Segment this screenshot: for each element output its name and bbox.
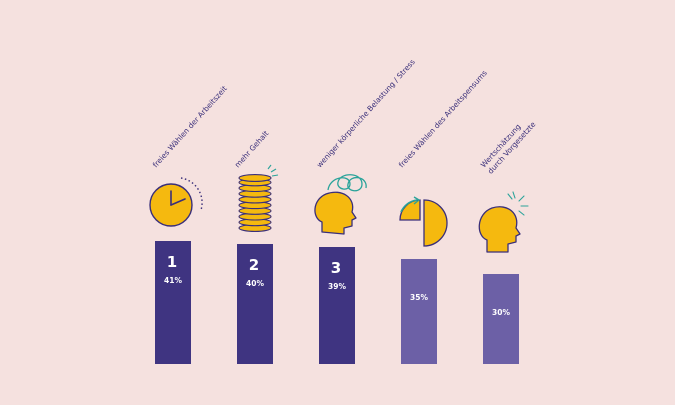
category-label-2: mehr Gehalt bbox=[233, 129, 271, 169]
clock-icon bbox=[149, 177, 203, 227]
category-label-3: weniger körperliche Belastung / Stress bbox=[315, 57, 417, 169]
rank-label-3: 3 bbox=[331, 259, 341, 277]
stressed-head-icon bbox=[314, 174, 367, 235]
bar-3 bbox=[319, 247, 355, 364]
category-label-1: freies Wählen der Arbeitszeit bbox=[151, 84, 229, 169]
coin-stack-icon bbox=[238, 164, 279, 232]
bar-2 bbox=[237, 244, 273, 364]
bar-1 bbox=[155, 241, 191, 364]
pie-chart-icon bbox=[399, 196, 448, 247]
value-label-5: 30% bbox=[492, 308, 510, 317]
value-label-3: 39% bbox=[328, 282, 346, 291]
value-label-4: 35% bbox=[410, 293, 428, 302]
value-label-2: 40% bbox=[246, 279, 264, 288]
bar-5 bbox=[483, 274, 519, 364]
category-label-4: freies Wählen des Arbeitspensums bbox=[397, 68, 489, 169]
category-labels: freies Wählen der Arbeitszeit mehr Gehalt… bbox=[151, 57, 538, 175]
category-label-5: Wertschätzungdurch Vorgesetzte bbox=[479, 113, 538, 176]
rank-label-1: 1 bbox=[167, 253, 177, 271]
bars: 1 41% 2 40% 3 39% 35% 30% bbox=[155, 241, 519, 364]
bar-4 bbox=[401, 259, 437, 364]
value-label-1: 41% bbox=[164, 276, 182, 285]
rank-label-2: 2 bbox=[249, 256, 259, 274]
appreciated-head-icon bbox=[478, 191, 529, 253]
category-icons bbox=[149, 164, 529, 253]
